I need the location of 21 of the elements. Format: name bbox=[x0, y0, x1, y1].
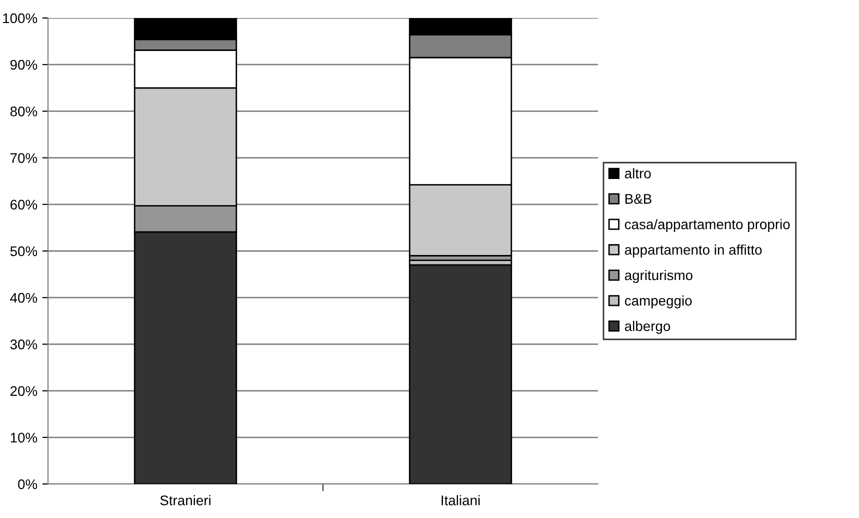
y-tick-label: 20% bbox=[10, 386, 38, 396]
x-tick-label: Italiani bbox=[442, 495, 480, 506]
y-tick-label: 0% bbox=[18, 479, 38, 490]
y-tick-label: 90% bbox=[10, 60, 38, 70]
y-tick-label: 60% bbox=[10, 200, 38, 210]
y-tick-label: 30% bbox=[10, 340, 38, 350]
y-tick-label: 40% bbox=[10, 292, 38, 303]
legend-label: agriturismo bbox=[624, 270, 692, 283]
x-tick-label: Stranieri bbox=[160, 495, 210, 506]
legend-label: campeggio bbox=[624, 295, 692, 308]
legend-label: altro bbox=[624, 168, 651, 178]
legend-label: casa/appartamento proprio bbox=[624, 219, 790, 232]
legend-label: B&B bbox=[625, 194, 652, 204]
y-tick-label: 70% bbox=[10, 153, 38, 163]
legend-label: appartamento in affitto bbox=[624, 244, 762, 258]
y-tick-label: 80% bbox=[10, 106, 38, 116]
y-tick-label: 50% bbox=[10, 246, 38, 256]
y-tick-label: 10% bbox=[10, 432, 38, 443]
y-tick-label: 100% bbox=[3, 13, 38, 24]
legend-label: albergo bbox=[624, 320, 670, 334]
bar bbox=[408, 264, 512, 484]
